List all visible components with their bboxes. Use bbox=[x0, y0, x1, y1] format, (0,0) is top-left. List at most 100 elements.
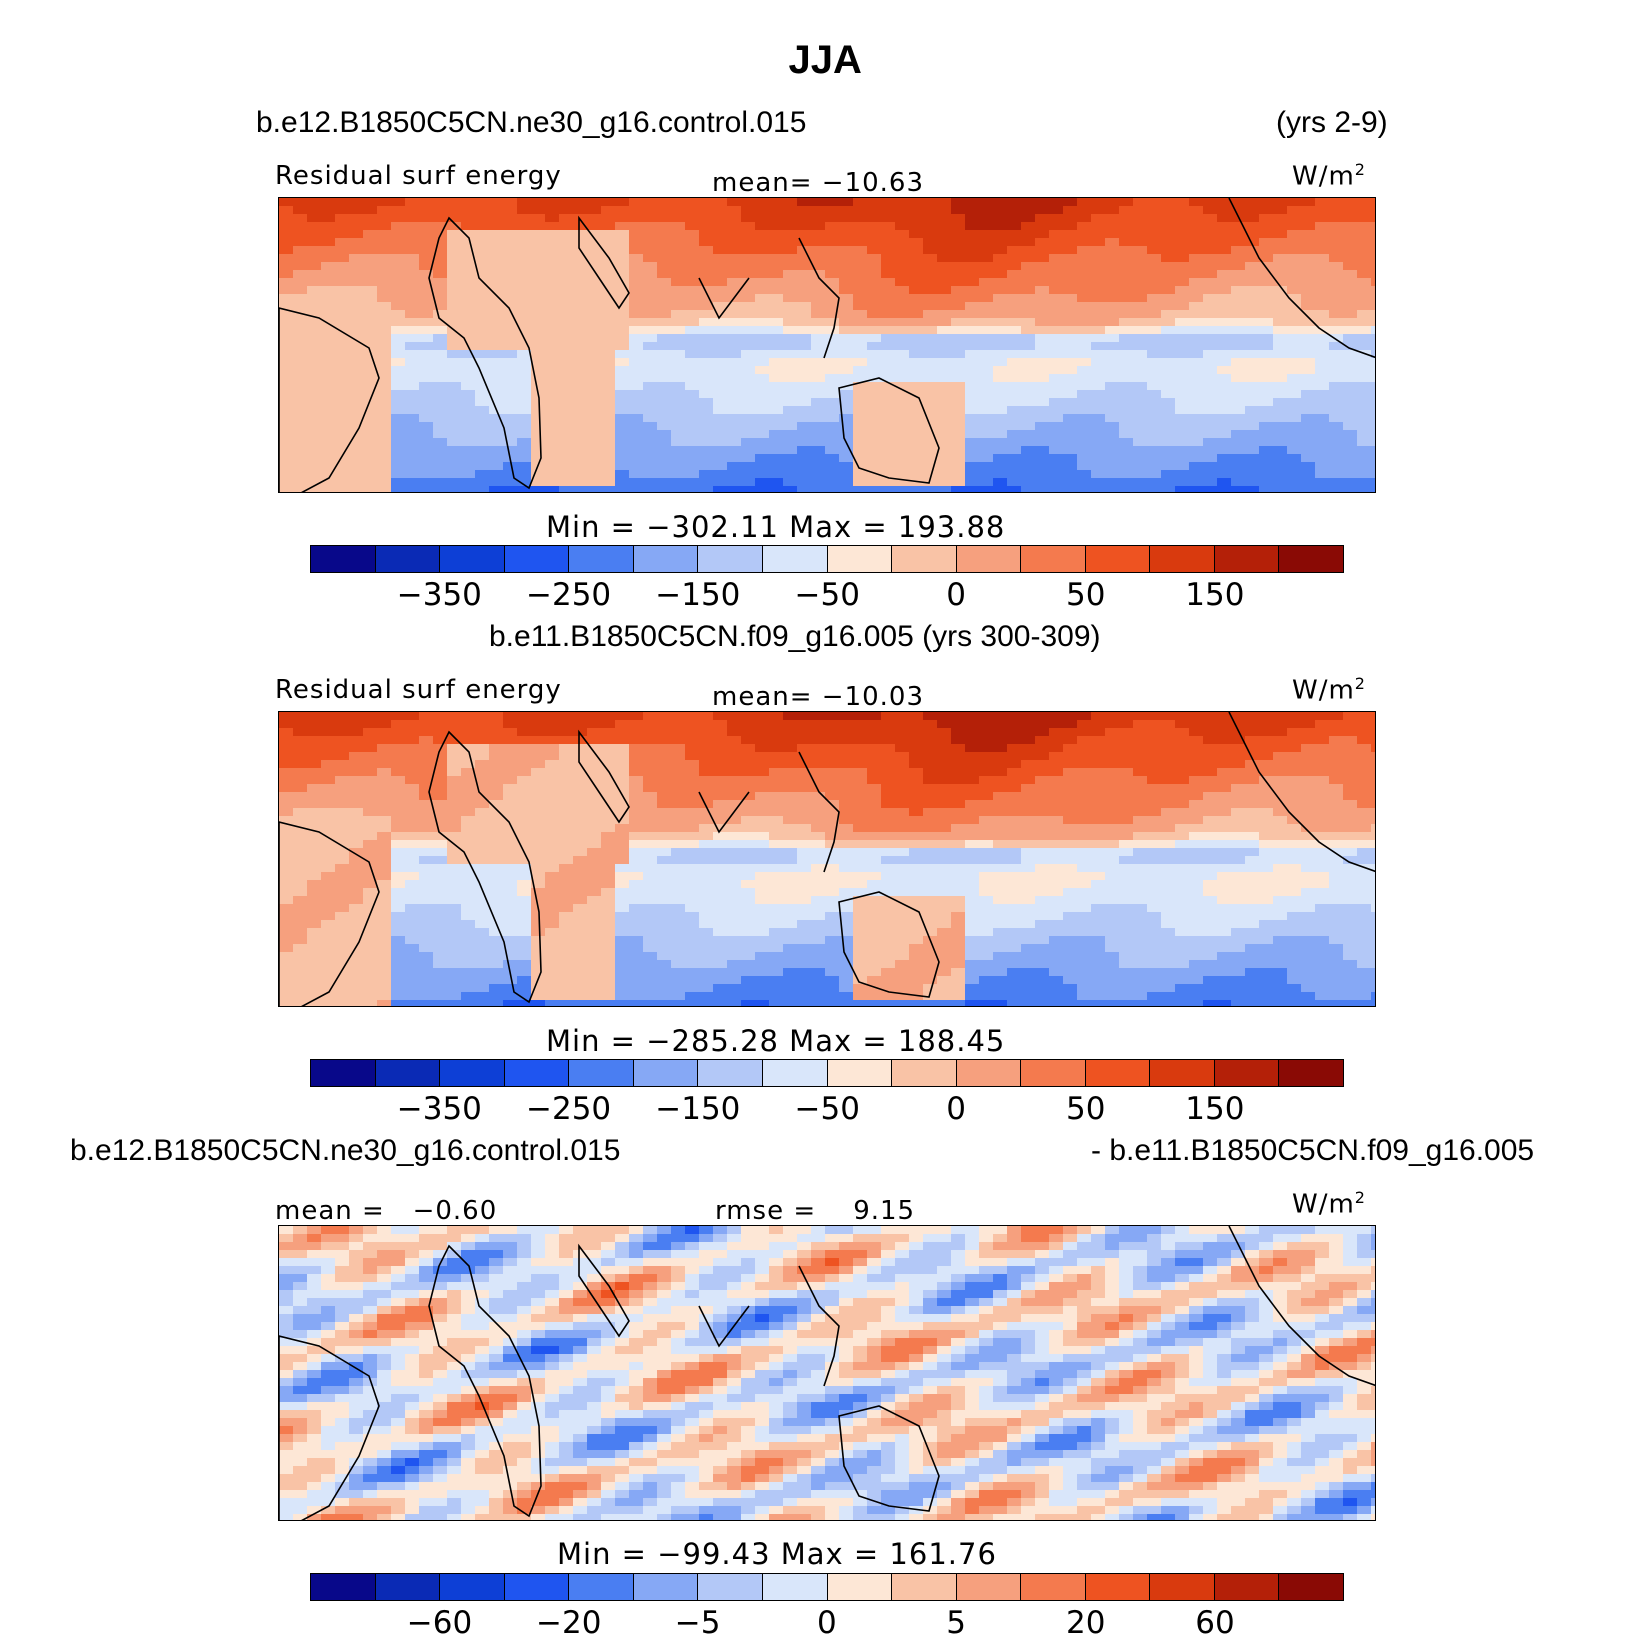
map-cell bbox=[531, 246, 546, 255]
map-cell bbox=[783, 214, 798, 223]
map-cell bbox=[503, 896, 518, 905]
panel2-mean-label: mean= −10.03 bbox=[712, 682, 925, 712]
map-cell bbox=[531, 768, 546, 777]
map-cell bbox=[937, 712, 952, 721]
map-cell bbox=[909, 816, 924, 825]
map-cell bbox=[769, 912, 784, 921]
map-cell bbox=[321, 872, 336, 881]
map-cell bbox=[587, 390, 602, 399]
map-cell bbox=[1133, 864, 1148, 873]
map-cell bbox=[559, 760, 574, 769]
map-cell bbox=[727, 776, 742, 785]
map-cell bbox=[1133, 294, 1148, 303]
map-cell bbox=[1175, 454, 1190, 463]
map-cell bbox=[1245, 326, 1260, 335]
map-cell bbox=[1259, 230, 1274, 239]
map-cell bbox=[531, 776, 546, 785]
map-cell bbox=[377, 728, 392, 737]
map-cell bbox=[755, 736, 770, 745]
map-cell bbox=[699, 462, 714, 471]
map-cell bbox=[923, 254, 938, 263]
map-cell bbox=[769, 398, 784, 407]
map-cell bbox=[1007, 800, 1022, 809]
map-cell bbox=[811, 446, 826, 455]
map-cell bbox=[1175, 334, 1190, 343]
map-cell bbox=[503, 760, 518, 769]
map-cell bbox=[1343, 342, 1358, 351]
map-cell bbox=[923, 214, 938, 223]
map-cell bbox=[1133, 230, 1148, 239]
map-cell bbox=[391, 350, 406, 359]
map-cell bbox=[517, 486, 532, 492]
map-cell bbox=[1007, 222, 1022, 231]
map-cell bbox=[1105, 326, 1120, 335]
map-cell bbox=[447, 856, 462, 865]
map-cell bbox=[727, 262, 742, 271]
map-cell bbox=[1147, 462, 1162, 471]
map-cell bbox=[307, 294, 322, 303]
map-cell bbox=[1021, 438, 1036, 447]
map-cell bbox=[307, 366, 322, 375]
map-cell bbox=[321, 398, 336, 407]
map-cell bbox=[587, 768, 602, 777]
map-cell bbox=[769, 350, 784, 359]
map-cell bbox=[1119, 792, 1134, 801]
colorbar-swatch bbox=[1214, 546, 1280, 572]
map-cell bbox=[699, 254, 714, 263]
map-cell bbox=[629, 760, 644, 769]
map-cell bbox=[1357, 832, 1372, 841]
map-cell bbox=[1189, 776, 1204, 785]
map-cell bbox=[671, 446, 686, 455]
map-cell bbox=[545, 302, 560, 311]
map-cell bbox=[1217, 478, 1232, 487]
panel1-units-label: W/m2 bbox=[1292, 160, 1366, 192]
map-cell bbox=[1217, 470, 1232, 479]
map-cell bbox=[1203, 470, 1218, 479]
map-cell bbox=[349, 238, 364, 247]
map-cell bbox=[1021, 294, 1036, 303]
map-cell bbox=[587, 254, 602, 263]
map-cell bbox=[363, 478, 378, 487]
map-cell bbox=[811, 310, 826, 319]
map-cell bbox=[615, 904, 630, 913]
map-cell bbox=[895, 254, 910, 263]
map-cell bbox=[951, 744, 966, 753]
map-cell bbox=[699, 800, 714, 809]
map-cell bbox=[279, 824, 294, 833]
map-cell bbox=[349, 760, 364, 769]
map-cell bbox=[335, 422, 350, 431]
map-cell bbox=[279, 896, 294, 905]
map-cell bbox=[979, 800, 994, 809]
map-cell bbox=[335, 214, 350, 223]
map-cell bbox=[461, 816, 476, 825]
map-cell bbox=[363, 310, 378, 319]
map-cell bbox=[517, 736, 532, 745]
map-cell bbox=[1217, 752, 1232, 761]
map-cell bbox=[377, 350, 392, 359]
map-cell bbox=[923, 430, 938, 439]
map-cell bbox=[881, 286, 896, 295]
map-cell bbox=[307, 462, 322, 471]
map-cell bbox=[573, 840, 588, 849]
colorbar-swatch bbox=[569, 546, 634, 572]
map-cell bbox=[1301, 206, 1316, 215]
map-cell bbox=[629, 398, 644, 407]
map-cell bbox=[909, 904, 924, 913]
map-cell bbox=[979, 880, 994, 889]
map-cell bbox=[825, 848, 840, 857]
map-cell bbox=[1343, 206, 1358, 215]
map-cell bbox=[419, 214, 434, 223]
map-cell bbox=[671, 366, 686, 375]
map-cell bbox=[839, 712, 854, 721]
map-cell bbox=[363, 904, 378, 913]
map-cell bbox=[979, 768, 994, 777]
map-cell bbox=[1259, 744, 1274, 753]
map-cell bbox=[559, 776, 574, 785]
map-cell bbox=[321, 720, 336, 729]
map-cell bbox=[825, 888, 840, 897]
map-cell bbox=[685, 720, 700, 729]
map-cell bbox=[867, 390, 882, 399]
map-cell bbox=[937, 254, 952, 263]
map-cell bbox=[279, 438, 294, 447]
map-cell bbox=[1133, 752, 1148, 761]
